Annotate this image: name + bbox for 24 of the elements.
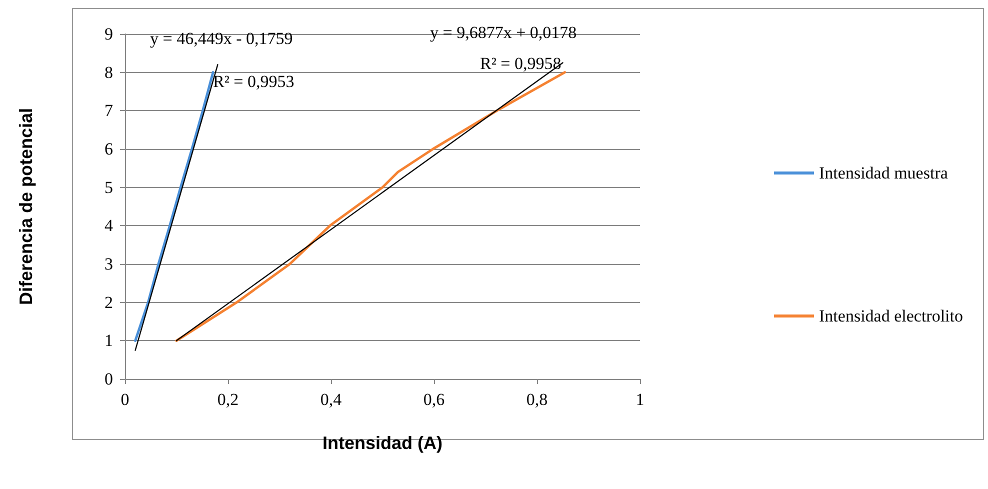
- x-axis-title: Intensidad (A): [322, 433, 443, 453]
- y-tick-label: 6: [104, 140, 113, 158]
- annotation: y = 9,6877x + 0,0178: [430, 23, 577, 42]
- x-tick-label: 0,8: [526, 390, 548, 409]
- y-tick-label: 1: [104, 331, 113, 350]
- y-tick-label: 5: [104, 178, 113, 197]
- y-tick-label: 8: [104, 62, 113, 82]
- x-tick-label: 0,4: [320, 390, 342, 409]
- y-tick-label: 3: [104, 254, 113, 274]
- legend-label: Intensidad muestra: [819, 164, 948, 182]
- y-tick-label: 0: [104, 370, 113, 388]
- x-tick-label: 0,2: [217, 390, 239, 409]
- legend-label: Intensidad electrolito: [819, 306, 964, 326]
- annotation: y = 46,449x - 0,1759: [150, 29, 293, 48]
- y-tick-label: 4: [104, 216, 114, 236]
- y-tick-label: 7: [104, 101, 114, 120]
- y-tick-label: 2: [104, 292, 113, 312]
- x-tick-label: 1: [636, 390, 644, 409]
- annotation: R² = 0,9953: [213, 72, 294, 91]
- y-axis-title: Diferencia de potencial: [16, 108, 36, 306]
- y-tick-label: 9: [104, 24, 113, 44]
- x-tick-label: 0,6: [423, 390, 445, 409]
- annotation: R² = 0,9958: [480, 54, 562, 73]
- x-tick-label: 0: [120, 390, 130, 409]
